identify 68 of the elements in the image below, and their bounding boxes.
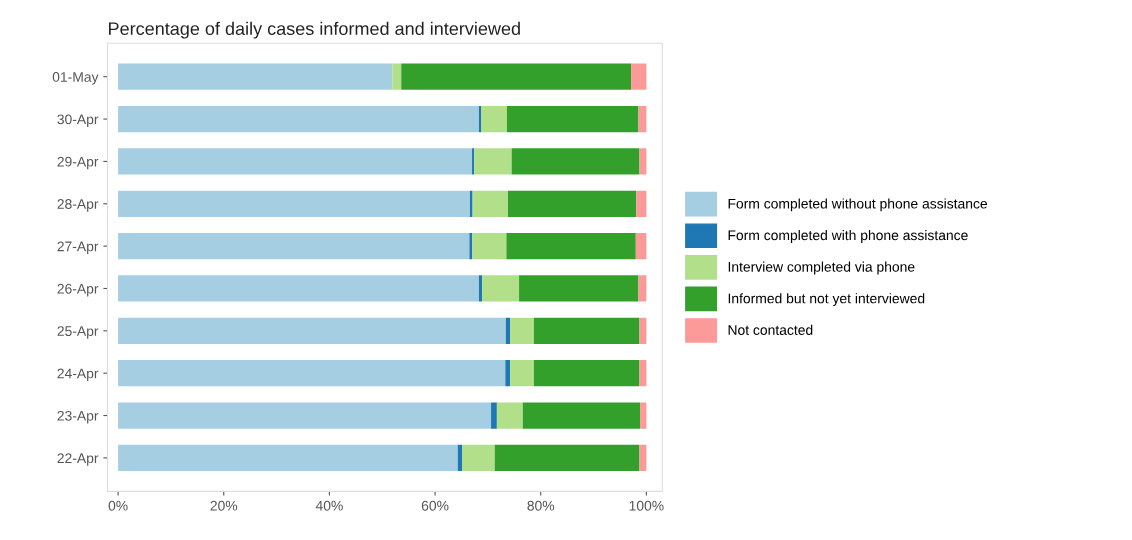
y-tick-label: 24-Apr: [57, 368, 99, 382]
y-tick-label: 29-Apr: [57, 156, 99, 170]
x-tick-label: 80%: [527, 500, 555, 511]
bar: [506, 105, 639, 133]
bar: [392, 63, 402, 90]
y-tick-label: 26-Apr: [57, 283, 99, 297]
bar: [506, 232, 636, 260]
x-tick-label: 0%: [108, 500, 128, 511]
legend-label: Form completed with phone assistance: [728, 229, 968, 243]
y-tick-label: 25-Apr: [57, 326, 99, 339]
bar: [533, 360, 640, 387]
x-tick-label: 20%: [210, 500, 238, 511]
legend-label: Interview completed via phone: [728, 261, 915, 275]
x-tick-label: 40%: [315, 500, 343, 511]
bar: [118, 275, 479, 302]
y-tick-label: 01-May: [52, 72, 99, 85]
bar: [472, 148, 475, 175]
bar: [118, 402, 492, 429]
bar: [491, 402, 497, 429]
y-tick-label: 22-Apr: [57, 453, 99, 466]
bar: [638, 275, 647, 302]
bar: [505, 360, 511, 387]
y-tick-label: 27-Apr: [57, 241, 99, 255]
bar: [462, 444, 495, 472]
chart-title: Percentage of daily cases informed and interviewed: [109, 21, 520, 39]
bar: [457, 444, 463, 472]
bar: [631, 63, 647, 90]
bar: [522, 402, 641, 429]
bar: [118, 190, 470, 217]
bar: [118, 63, 393, 90]
y-tick-label: 23-Apr: [57, 410, 99, 424]
bar: [494, 444, 640, 472]
bar: [519, 275, 639, 302]
bar: [507, 190, 637, 217]
legend-label: Form completed without phone assistance: [728, 198, 988, 212]
bar: [638, 105, 647, 133]
bar: [469, 232, 473, 260]
bar: [118, 105, 479, 133]
bar: [640, 402, 647, 429]
bar: [472, 190, 508, 217]
bar: [118, 360, 506, 387]
bar: [474, 148, 512, 175]
y-tick-label: 30-Apr: [57, 114, 99, 127]
y-tick-label: 28-Apr: [57, 199, 99, 212]
x-tick-label: 100%: [629, 500, 664, 511]
bar: [469, 190, 473, 217]
bar: [505, 317, 511, 344]
bar: [118, 317, 506, 344]
bar: [118, 444, 458, 472]
bar: [482, 275, 520, 302]
legend-label: Informed but not yet interviewed: [728, 293, 925, 307]
legend-label: Not contacted: [728, 324, 813, 335]
bar: [472, 232, 507, 260]
bar: [510, 360, 534, 387]
bar: [401, 63, 632, 90]
bar: [635, 232, 647, 260]
bar: [118, 148, 473, 175]
bar: [510, 317, 534, 344]
bar: [481, 105, 507, 133]
bar: [511, 148, 640, 175]
x-tick-label: 60%: [421, 500, 449, 511]
bar: [636, 190, 647, 217]
bar: [496, 402, 523, 429]
bar: [478, 105, 482, 133]
bar: [118, 232, 470, 260]
bar: [478, 275, 483, 302]
bar: [639, 148, 647, 175]
bar: [533, 317, 640, 344]
